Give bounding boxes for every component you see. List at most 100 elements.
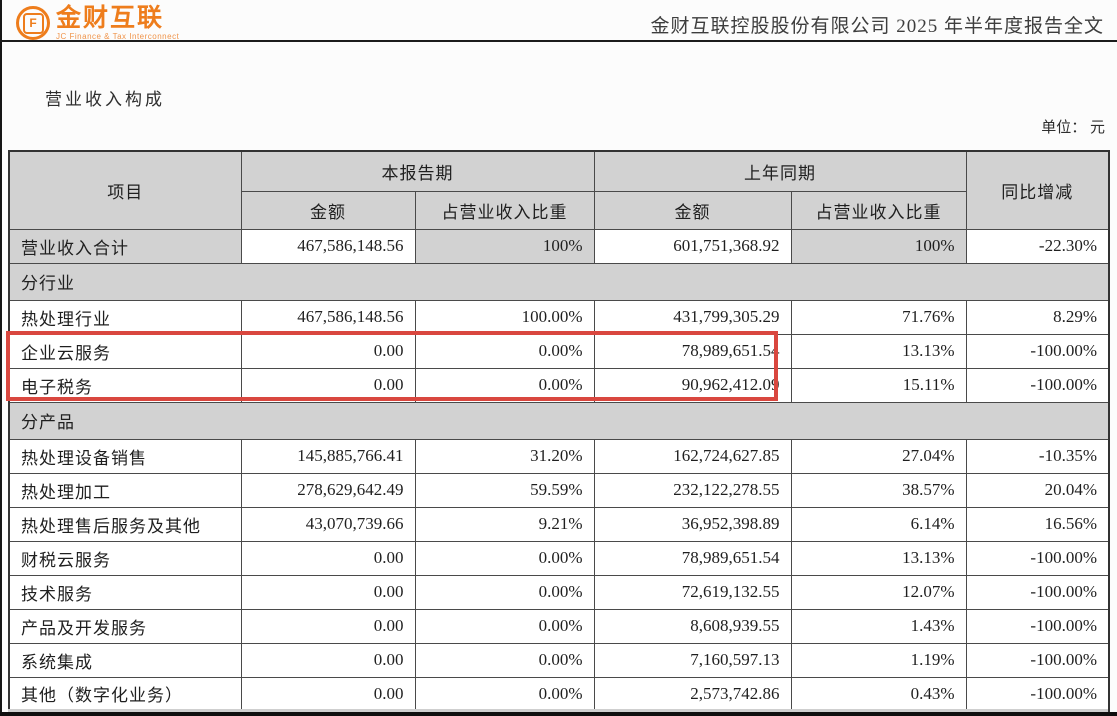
brand-logo: F 金财互联 JC Finance & Tax Interconnect [16, 5, 179, 41]
cell-value: 71.76% [790, 299, 967, 335]
cell-value: 13.13% [790, 540, 967, 576]
brand-icon-letter: F [22, 12, 44, 34]
cell-value: 0.00 [240, 367, 416, 403]
cell-value: 78,989,651.54 [593, 333, 792, 369]
table-header-row-2: 金额 占营业收入比重 金额 占营业收入比重 [9, 190, 1109, 230]
cell-value: 0.00% [414, 333, 595, 369]
section-title: 营业收入构成 [45, 90, 165, 109]
cell-value: 162,724,627.85 [593, 438, 792, 474]
cell-value: 2,573,742.86 [593, 676, 792, 712]
header-divider [0, 40, 1117, 42]
table-row: 其他（数字化业务） 0.00 0.00% 2,573,742.86 0.43% -100.… [8, 676, 1110, 712]
cell-value: 43,070,739.66 [240, 506, 416, 542]
cell-value: 13.13% [790, 333, 967, 369]
cell-value: 278,629,642.49 [240, 472, 416, 508]
cell-value: 100% [790, 228, 967, 264]
cell-value: 0.00 [240, 608, 416, 644]
row-label: 热处理行业 [8, 299, 242, 335]
table-row: 技术服务 0.00 0.00% 72,619,132.55 12.07% -100.00% [8, 574, 1110, 610]
cell-value: 31.20% [414, 438, 595, 474]
row-label: 系统集成 [8, 642, 242, 678]
row-label: 营业收入合计 [8, 228, 242, 264]
cell-value: 0.43% [790, 676, 967, 712]
cell-value: 467,586,148.56 [240, 228, 416, 264]
next-row-sliver [8, 709, 1108, 713]
brand-tagline: JC Finance & Tax Interconnect [56, 32, 180, 41]
cell-value: 9.21% [414, 506, 595, 542]
cell-value: 0.00 [240, 676, 416, 712]
table-row: 产品及开发服务 0.00 0.00% 8,608,939.55 1.43% -100.00… [8, 608, 1110, 644]
page-bottom-edge [0, 712, 1117, 716]
cell-value: 6.14% [790, 506, 967, 542]
section-label: 分行业 [8, 262, 1110, 301]
cell-value: 100.00% [414, 299, 595, 335]
cell-value: 0.00% [414, 367, 595, 403]
cell-value: 38.57% [790, 472, 967, 508]
cell-value: 7,160,597.13 [593, 642, 792, 678]
row-label: 其他（数字化业务） [8, 676, 242, 712]
cell-value: 16.56% [965, 506, 1110, 542]
unit-label: 单位： 元 [1041, 120, 1105, 136]
row-label: 热处理加工 [8, 472, 242, 508]
col-header-yoy: 同比增减 [965, 150, 1110, 230]
cell-value: 78,989,651.54 [593, 540, 792, 576]
table-row: 系统集成 0.00 0.00% 7,160,597.13 1.19% -100.00% [8, 642, 1110, 678]
cell-value: -100.00% [965, 642, 1110, 678]
row-label: 电子税务 [8, 367, 242, 403]
cell-value: -100.00% [965, 367, 1110, 403]
col-header-prior-period: 上年同期 [593, 150, 967, 192]
cell-value: 0.00% [414, 540, 595, 576]
row-label: 热处理设备销售 [8, 438, 242, 474]
cell-value: -100.00% [965, 540, 1110, 576]
table-header-row-1: 项目 本报告期 上年同期 同比增减 [8, 150, 1110, 230]
brand-name: 金财互联 [56, 4, 165, 32]
section-row: 分产品 [8, 401, 1110, 440]
cell-value: 12.07% [790, 574, 967, 610]
cell-value: 0.00% [414, 676, 595, 712]
col-header-amount-current: 金额 [240, 190, 416, 230]
table-row: 企业云服务 0.00 0.00% 78,989,651.54 13.13% -100.00… [8, 333, 1110, 369]
table-row: 财税云服务 0.00 0.00% 78,989,651.54 13.13% -100.00… [8, 540, 1110, 576]
cell-value: -100.00% [965, 608, 1110, 644]
cell-value: 27.04% [790, 438, 967, 474]
cell-value: 36,952,398.89 [593, 506, 792, 542]
table-body: 营业收入合计 467,586,148.56 100% 601,751,368.92 10… [8, 228, 1110, 712]
cell-value: 72,619,132.55 [593, 574, 792, 610]
cell-value: 431,799,305.29 [593, 299, 792, 335]
col-header-amount-prior: 金额 [593, 190, 792, 230]
cell-value: 90,962,412.09 [593, 367, 792, 403]
table-row: 热处理售后服务及其他 43,070,739.66 9.21% 36,952,398.8… [8, 506, 1110, 542]
section-label: 分产品 [8, 401, 1110, 440]
table-row: 营业收入合计 467,586,148.56 100% 601,751,368.92 10… [8, 228, 1110, 264]
revenue-composition-table: 项目 本报告期 上年同期 同比增减 金额 占营业收入比重 金额 占营业收入比重 … [8, 150, 1110, 712]
cell-value: 1.43% [790, 608, 967, 644]
cell-value: 59.59% [414, 472, 595, 508]
cell-value: -10.35% [965, 438, 1110, 474]
col-header-current-period: 本报告期 [240, 150, 595, 192]
cell-value: 8,608,939.55 [593, 608, 792, 644]
col-header-pct-prior: 占营业收入比重 [790, 190, 967, 230]
cell-value: 232,122,278.55 [593, 472, 792, 508]
row-label: 产品及开发服务 [8, 608, 242, 644]
document-title: 金财互联控股股份有限公司 2025 年半年度报告全文 [650, 16, 1104, 37]
cell-value: 15.11% [790, 367, 967, 403]
table-row: 电子税务 0.00 0.00% 90,962,412.09 15.11% -100.00% [8, 367, 1110, 403]
table-row: 热处理设备销售 145,885,766.41 31.20% 162,724,627.8… [8, 438, 1110, 474]
row-label: 企业云服务 [8, 333, 242, 369]
cell-value: -22.30% [965, 228, 1110, 264]
cell-value: 8.29% [965, 299, 1110, 335]
page-left-edge [0, 0, 2, 716]
col-header-item: 项目 [8, 150, 242, 230]
cell-value: 100% [414, 228, 595, 264]
cell-value: -100.00% [965, 676, 1110, 712]
cell-value: 1.19% [790, 642, 967, 678]
cell-value: 0.00% [414, 608, 595, 644]
table-row: 热处理行业 467,586,148.56 100.00% 431,799,305.29… [8, 299, 1110, 335]
cell-value: 0.00 [240, 574, 416, 610]
cell-value: 601,751,368.92 [593, 228, 792, 264]
table-header: 项目 本报告期 上年同期 同比增减 金额 占营业收入比重 金额 占营业收入比重 [8, 150, 1110, 230]
table-row: 热处理加工 278,629,642.49 59.59% 232,122,278.55 3… [8, 472, 1110, 508]
cell-value: 0.00 [240, 333, 416, 369]
row-label: 财税云服务 [8, 540, 242, 576]
